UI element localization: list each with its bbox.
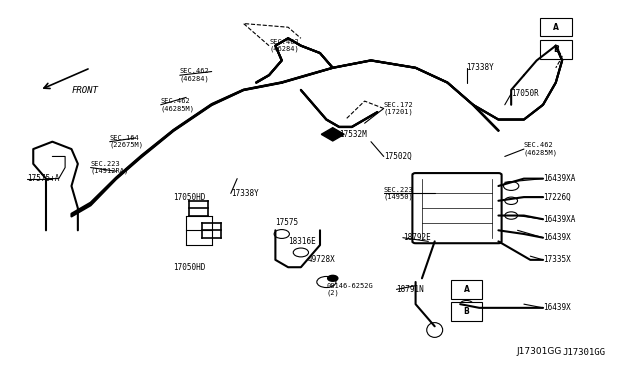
- Bar: [540, 40, 572, 59]
- Text: FRONT: FRONT: [72, 86, 99, 94]
- Text: 18316E: 18316E: [288, 237, 316, 246]
- Text: 17575: 17575: [275, 218, 298, 227]
- Bar: [451, 302, 483, 321]
- Text: SEC.164
(22675M): SEC.164 (22675M): [109, 135, 144, 148]
- Text: SEC.223
(14912RA): SEC.223 (14912RA): [91, 161, 129, 174]
- Bar: [451, 280, 483, 299]
- Text: 08146-6252G
(2): 08146-6252G (2): [326, 283, 373, 296]
- Text: 16439X: 16439X: [543, 233, 571, 242]
- Text: SEC.462
(46284): SEC.462 (46284): [180, 68, 209, 82]
- Text: 17050R: 17050R: [511, 89, 539, 98]
- Text: SEC.462
(46285M): SEC.462 (46285M): [161, 98, 195, 112]
- Text: 18792E: 18792E: [403, 233, 431, 242]
- Text: 18791N: 18791N: [396, 285, 424, 294]
- Text: A: A: [553, 23, 559, 32]
- Text: SEC.462
(46284): SEC.462 (46284): [269, 39, 299, 52]
- Text: 17502Q: 17502Q: [384, 152, 412, 161]
- Text: B: B: [553, 45, 559, 54]
- Text: 17338Y: 17338Y: [467, 63, 494, 72]
- Polygon shape: [321, 128, 344, 141]
- Text: J17301GG: J17301GG: [562, 348, 605, 357]
- Text: 17050HD: 17050HD: [173, 263, 206, 272]
- Text: 17338Y: 17338Y: [231, 189, 259, 198]
- Text: 17226Q: 17226Q: [543, 193, 571, 202]
- FancyBboxPatch shape: [412, 173, 502, 243]
- Text: 16439XA: 16439XA: [543, 174, 575, 183]
- Text: 17532M: 17532M: [339, 130, 367, 139]
- Text: J17301GG: J17301GG: [516, 347, 562, 356]
- Text: 49728X: 49728X: [307, 255, 335, 264]
- Bar: [540, 18, 572, 36]
- Text: A: A: [463, 285, 470, 294]
- Text: 17335X: 17335X: [543, 255, 571, 264]
- Text: B: B: [464, 307, 469, 316]
- Text: 16439XA: 16439XA: [543, 215, 575, 224]
- Text: SEC.462
(46285M): SEC.462 (46285M): [524, 142, 558, 156]
- Text: 16439X: 16439X: [543, 303, 571, 312]
- Text: 17575+A: 17575+A: [27, 174, 60, 183]
- Circle shape: [328, 275, 338, 281]
- Text: SEC.172
(17201): SEC.172 (17201): [384, 102, 413, 115]
- Text: SEC.223
(14950): SEC.223 (14950): [384, 187, 413, 200]
- Text: 17050HD: 17050HD: [173, 193, 206, 202]
